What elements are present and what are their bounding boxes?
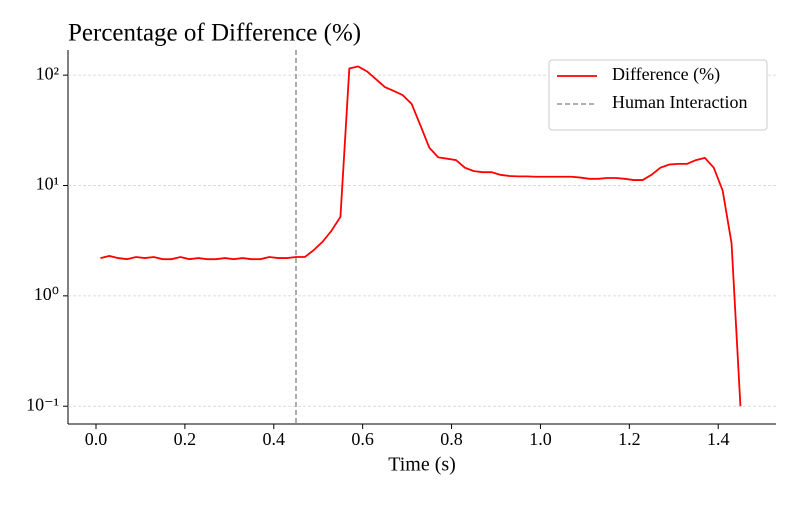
x-tick-label: 0.6 [351, 429, 374, 449]
chart-title: Percentage of Difference (%) [68, 20, 361, 47]
legend-label: Difference (%) [612, 64, 720, 85]
y-tick-label: 10⁻¹ [26, 394, 59, 414]
x-tick-label: 0.4 [263, 429, 286, 449]
y-tick-label: 10⁰ [34, 284, 59, 304]
x-tick-label: 0.8 [440, 429, 463, 449]
legend-label: Human Interaction [612, 92, 747, 112]
x-tick-label: 0.0 [85, 429, 108, 449]
y-tick-label: 10² [36, 63, 59, 83]
x-tick-label: 1.2 [618, 429, 641, 449]
x-tick-label: 1.0 [529, 429, 552, 449]
x-tick-label: 1.4 [707, 429, 730, 449]
x-tick-label: 0.2 [174, 429, 197, 449]
legend-box [548, 59, 768, 131]
data-line [100, 65, 742, 407]
y-tick-label: 10¹ [36, 174, 59, 194]
x-axis-label: Time (s) [388, 454, 456, 476]
